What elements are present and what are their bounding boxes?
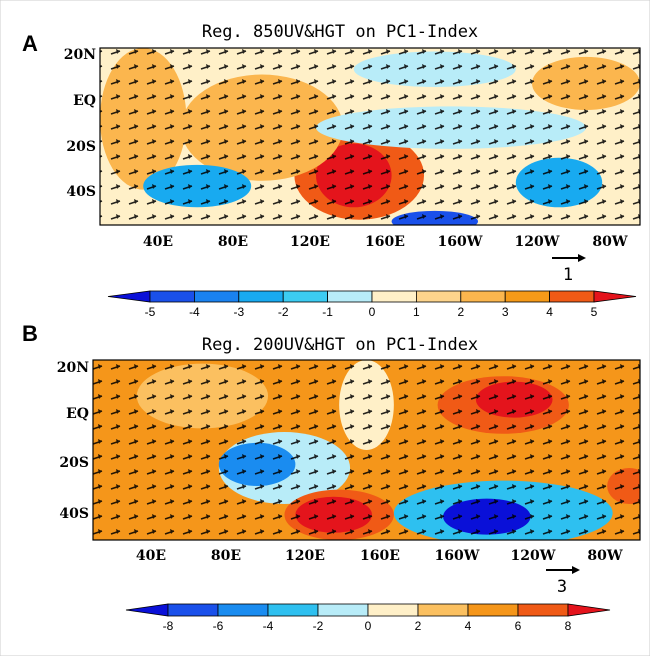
lon-label: 160E xyxy=(360,548,400,564)
colorbar-tick-label: -8 xyxy=(163,619,174,633)
colorbar-box xyxy=(217,603,269,617)
lon-label: 120E xyxy=(285,548,325,564)
colorbar-tick-label: -2 xyxy=(313,619,324,633)
colorbar-tick-label: 4 xyxy=(546,305,553,319)
colorbar-box xyxy=(467,603,519,617)
panel-label: A xyxy=(22,31,38,56)
lon-label: 120W xyxy=(511,548,556,564)
colorbar-box xyxy=(167,603,219,617)
lat-label: 20S xyxy=(66,139,96,155)
lon-label: 160E xyxy=(365,234,405,250)
reference-arrowhead xyxy=(578,254,586,262)
lon-label: 160W xyxy=(435,548,480,564)
lon-label: 80W xyxy=(587,548,622,564)
lon-label: 120W xyxy=(515,234,560,250)
colorbar-tick-label: 6 xyxy=(515,619,522,633)
colorbar-tick-label: 0 xyxy=(369,305,376,319)
lat-label: EQ xyxy=(66,406,89,422)
colorbar-tick-label: 8 xyxy=(565,619,572,633)
colorbar-box xyxy=(327,290,373,303)
map xyxy=(100,48,640,225)
colorbar-tick-label: 5 xyxy=(591,305,598,319)
colorbar-box xyxy=(417,603,469,617)
lon-label: 80E xyxy=(211,548,241,564)
reference-label: 1 xyxy=(563,265,573,285)
lat-label: 40S xyxy=(59,506,89,522)
map-frame xyxy=(99,47,641,226)
lon-label: 80W xyxy=(592,234,627,250)
lat-label: EQ xyxy=(73,93,96,109)
colorbar-box xyxy=(317,603,369,617)
colorbar-tick-label: 1 xyxy=(413,305,420,319)
lat-label: 20S xyxy=(59,455,89,471)
lat-label: 20N xyxy=(64,47,96,63)
lon-label: 120E xyxy=(290,234,330,250)
colorbar-box xyxy=(367,603,419,617)
colorbar-tick-label: -4 xyxy=(189,305,200,319)
wind-vectors xyxy=(100,48,640,225)
panel-label: B xyxy=(22,321,38,346)
colorbar-box xyxy=(415,290,462,303)
lon-label: 160W xyxy=(438,234,483,250)
colorbar-tick-label: 0 xyxy=(365,619,372,633)
colorbar-box xyxy=(371,290,417,303)
colorbar-box xyxy=(504,290,551,303)
panel-title: Reg. 200UV&HGT on PC1-Index xyxy=(202,335,478,355)
panel-title: Reg. 850UV&HGT on PC1-Index xyxy=(202,22,478,42)
lat-label: 40S xyxy=(66,184,96,200)
map-frame xyxy=(92,359,641,541)
lon-label: 80E xyxy=(218,234,248,250)
colorbar-tick-label: -3 xyxy=(233,305,244,319)
reference-arrowhead xyxy=(572,566,580,574)
colorbar-box xyxy=(193,290,240,303)
colorbar-tick-label: -1 xyxy=(322,305,333,319)
colorbar-tick-label: -4 xyxy=(263,619,274,633)
colorbar-tick-label: -6 xyxy=(213,619,224,633)
reference-label: 3 xyxy=(557,577,567,597)
colorbar-high xyxy=(567,603,611,617)
wind-vectors xyxy=(93,360,640,540)
lon-label: 40E xyxy=(143,234,173,250)
colorbar-box xyxy=(238,290,284,303)
colorbar-box xyxy=(517,603,569,617)
colorbar-tick-label: -2 xyxy=(278,305,289,319)
colorbar-tick-label: -5 xyxy=(145,305,156,319)
lat-label: 20N xyxy=(57,360,89,376)
colorbar-tick-label: 4 xyxy=(465,619,472,633)
colorbar-tick-label: 2 xyxy=(457,305,464,319)
lon-label: 40E xyxy=(136,548,166,564)
colorbar-high xyxy=(593,290,637,303)
colorbar-tick-label: 2 xyxy=(415,619,422,633)
colorbar-box xyxy=(549,290,595,303)
colorbar-box xyxy=(282,290,329,303)
colorbar-box xyxy=(267,603,319,617)
map xyxy=(93,360,640,540)
colorbar-tick-label: 3 xyxy=(502,305,509,319)
colorbar-box xyxy=(149,290,195,303)
colorbar-box xyxy=(460,290,506,303)
